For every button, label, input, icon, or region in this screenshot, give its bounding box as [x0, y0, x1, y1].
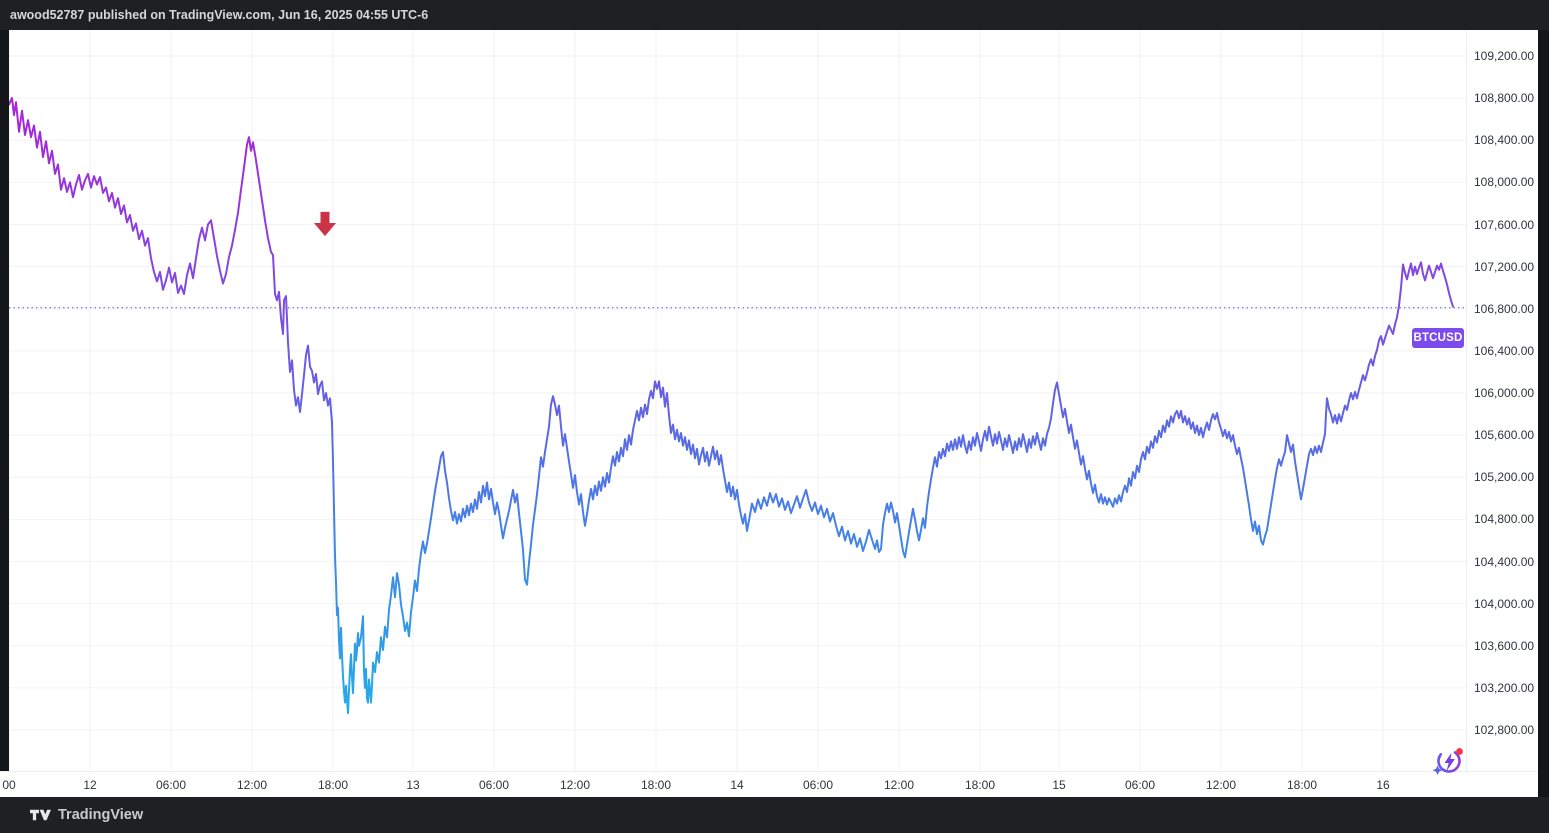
x-axis-label: 12:00	[1205, 778, 1237, 792]
publish-title-bar: awood52787 published on TradingView.com,…	[0, 0, 1549, 30]
time-scale[interactable]: 00 12 06:00 12:00 18:00 13 06:00 12:00 18:00 14 06…	[0, 771, 1538, 797]
down-arrow-annotation[interactable]	[314, 211, 336, 237]
x-axis-label: 18:00	[964, 778, 996, 792]
x-axis-label: 12:00	[236, 778, 268, 792]
price-chart[interactable]	[0, 30, 1538, 771]
last-price-symbol-badge: BTCUSD	[1412, 327, 1464, 348]
y-axis-label: 105,200.00	[1474, 470, 1535, 485]
y-axis-label: 107,200.00	[1474, 259, 1535, 274]
x-axis-label: 06:00	[1124, 778, 1156, 792]
x-axis-label: 12	[83, 778, 97, 792]
x-axis-label: 00	[2, 778, 16, 792]
x-axis-label: 18:00	[640, 778, 672, 792]
x-axis-label: 16	[1376, 778, 1390, 792]
y-axis-label: 108,800.00	[1474, 91, 1535, 106]
y-axis-label: 107,600.00	[1474, 217, 1535, 232]
x-axis-label: 18:00	[1286, 778, 1318, 792]
y-axis-label: 106,800.00	[1474, 301, 1535, 316]
y-axis-label: 104,000.00	[1474, 596, 1535, 611]
right-edge-strip	[1538, 30, 1549, 797]
x-axis-label: 06:00	[478, 778, 510, 792]
y-axis-label: 104,800.00	[1474, 512, 1535, 527]
price-scale[interactable]: 109,200.00 108,800.00 108,400.00 108,000.00…	[1466, 30, 1538, 771]
x-axis-label: 14	[730, 778, 744, 792]
x-axis-label: 12:00	[883, 778, 915, 792]
price-line-series	[8, 97, 1454, 715]
tradingview-logo-icon[interactable]	[30, 808, 51, 822]
x-axis-label: 06:00	[155, 778, 187, 792]
x-axis-label: 12:00	[559, 778, 591, 792]
publish-title-text: awood52787 published on TradingView.com,…	[10, 8, 429, 22]
left-edge-strip	[0, 30, 9, 771]
y-axis-label: 103,600.00	[1474, 638, 1535, 653]
y-axis-label: 106,400.00	[1474, 343, 1535, 358]
y-axis-label: 103,200.00	[1474, 680, 1535, 695]
y-axis-label: 106,000.00	[1474, 386, 1535, 400]
y-axis-label: 102,800.00	[1474, 723, 1535, 737]
brand-name[interactable]: TradingView	[58, 807, 144, 823]
x-axis-label: 15	[1052, 778, 1066, 792]
footer-bar: TradingView	[0, 797, 1549, 833]
y-axis-label: 108,400.00	[1474, 133, 1535, 148]
y-axis-label: 105,600.00	[1474, 428, 1535, 443]
y-axis-label: 108,000.00	[1474, 175, 1535, 190]
y-axis-label: 109,200.00	[1474, 49, 1535, 63]
x-axis-label: 06:00	[802, 778, 834, 792]
x-axis-label: 18:00	[317, 778, 349, 792]
x-axis-label: 13	[406, 778, 420, 792]
y-axis-label: 104,400.00	[1474, 554, 1535, 569]
boost-flash-icon	[1430, 741, 1468, 779]
